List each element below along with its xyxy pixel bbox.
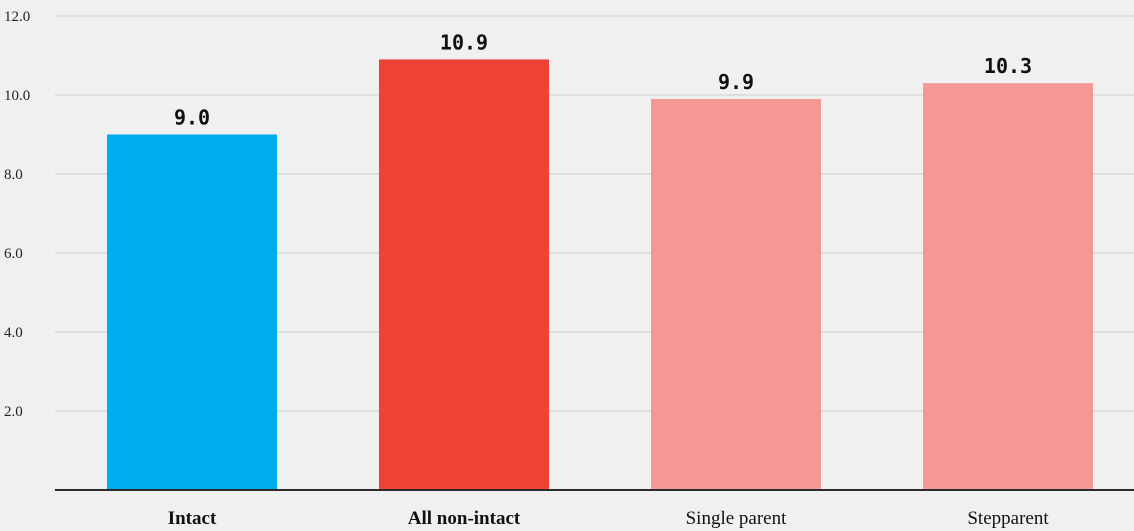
y-tick-label: 12.0 <box>4 9 30 25</box>
y-tick-label: 10.0 <box>4 88 30 104</box>
data-label: 10.9 <box>440 30 488 54</box>
y-tick-label: 4.0 <box>4 325 23 341</box>
x-axis-labels: Intact All non-intact Single parent Steppar… <box>168 508 1050 529</box>
x-tick-label: Stepparent <box>967 508 1049 529</box>
data-label: 9.0 <box>174 106 210 130</box>
bar <box>107 134 277 490</box>
bar <box>923 83 1093 491</box>
y-tick-label: 6.0 <box>4 246 23 262</box>
bars <box>107 59 1093 491</box>
x-tick-label: Single parent <box>686 508 788 529</box>
data-label: 10.3 <box>984 54 1032 78</box>
x-tick-label: Intact <box>168 508 217 529</box>
bar <box>651 98 821 490</box>
x-tick-label: All non-intact <box>408 508 521 529</box>
y-axis-ticks: 2.0 4.0 6.0 8.0 10.0 12.0 <box>4 9 30 420</box>
bar <box>379 59 549 490</box>
y-tick-label: 2.0 <box>4 404 23 420</box>
data-label: 9.9 <box>718 70 754 94</box>
data-labels: 9.0 10.9 9.9 10.3 <box>174 30 1032 129</box>
y-tick-label: 8.0 <box>4 167 23 183</box>
